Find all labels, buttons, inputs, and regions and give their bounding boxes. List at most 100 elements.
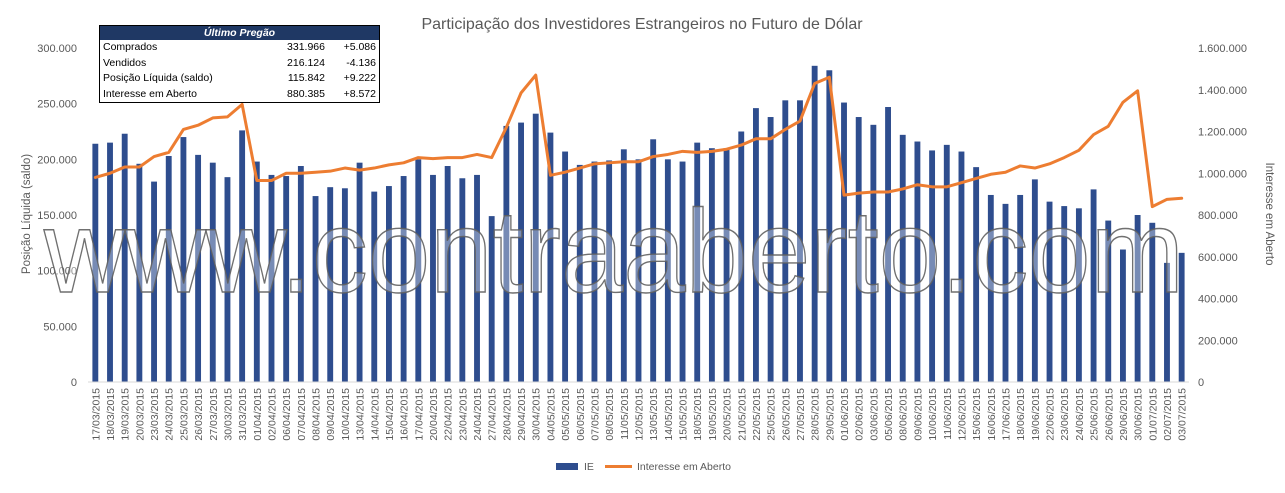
- x-tick-label: 06/05/2015: [575, 388, 587, 441]
- x-tick-label: 16/06/2015: [986, 388, 998, 441]
- bar-ie: [855, 117, 862, 382]
- bar-ie: [914, 141, 921, 382]
- bar-ie: [562, 151, 569, 382]
- x-tick-label: 16/04/2015: [399, 388, 411, 441]
- bar-ie: [576, 164, 583, 382]
- bar-ie: [444, 166, 451, 382]
- bar-ie: [1046, 201, 1053, 382]
- bar-ie: [268, 174, 275, 382]
- legend-label-interesse-em-aberto: Interesse em Aberto: [637, 461, 731, 473]
- x-tick-label: 10/04/2015: [340, 388, 352, 441]
- bar-ie: [297, 166, 304, 382]
- x-tick-label: 24/06/2015: [1074, 388, 1086, 441]
- y-axis-left-label: Posição Líquida (saldo): [21, 154, 33, 274]
- bar-ie: [430, 174, 436, 382]
- last-session-summary-table: Último Pregão Comprados 331.966 +5.086 V…: [99, 25, 380, 103]
- y-right-tick-label: 1.200.000: [1198, 127, 1247, 139]
- bar-ie: [958, 151, 965, 382]
- y-right-tick-label: 1.400.000: [1198, 85, 1247, 97]
- x-tick-label: 28/04/2015: [501, 388, 513, 441]
- chart-legend: IE Interesse em Aberto: [556, 461, 731, 473]
- x-tick-label: 02/06/2015: [854, 388, 866, 441]
- y-left-tick-label: 200.000: [37, 154, 77, 166]
- y-left-tick-label: 0: [71, 377, 77, 389]
- x-tick-label: 19/06/2015: [1030, 388, 1042, 441]
- x-tick-label: 22/04/2015: [443, 388, 455, 441]
- summary-delta: +8.572: [343, 87, 376, 100]
- bar-ie: [650, 139, 657, 382]
- y-right-tick-label: 1.600.000: [1198, 43, 1247, 55]
- x-tick-label: 25/06/2015: [1089, 388, 1101, 441]
- bar-ie: [899, 134, 906, 382]
- x-tick-label: 08/04/2015: [311, 388, 323, 441]
- x-tick-label: 23/04/2015: [457, 388, 469, 441]
- bar-ie: [782, 100, 789, 382]
- bar-ie: [1149, 222, 1156, 382]
- bar-ie: [165, 155, 172, 382]
- y-axis-right-ticks: 0 200.000 400.000 600.000 800.000 1.000.000 1.…: [1198, 43, 1247, 389]
- summary-row-vendidos: Vendidos 216.124 -4.136: [100, 56, 379, 72]
- bar-ie: [753, 108, 759, 383]
- bar-ie: [92, 143, 99, 382]
- x-tick-label: 01/04/2015: [252, 388, 264, 441]
- bar-ie: [195, 154, 202, 382]
- y-axis-left-ticks: 0 50.000 100.000 150.000 200.000 250.000 300.0…: [37, 43, 77, 389]
- bar-ie: [708, 148, 715, 382]
- summary-label: Posição Líquida (saldo): [103, 72, 213, 84]
- x-tick-label: 20/05/2015: [722, 388, 734, 441]
- bar-ie: [811, 65, 818, 382]
- x-tick-label: 15/06/2015: [971, 388, 983, 441]
- x-tick-label: 24/04/2015: [472, 388, 484, 441]
- y-right-tick-label: 200.000: [1198, 335, 1238, 347]
- x-tick-label: 17/03/2015: [90, 388, 102, 441]
- x-tick-label: 27/05/2015: [795, 388, 807, 441]
- summary-row-comprados: Comprados 331.966 +5.086: [100, 40, 379, 56]
- x-tick-label: 09/06/2015: [912, 388, 924, 441]
- x-tick-label: 28/05/2015: [810, 388, 822, 441]
- x-tick-label: 13/04/2015: [355, 388, 367, 441]
- x-tick-label: 05/05/2015: [560, 388, 572, 441]
- bar-ie: [606, 160, 613, 382]
- x-tick-label: 02/07/2015: [1162, 388, 1174, 441]
- bar-ie: [151, 181, 157, 382]
- x-tick-label: 20/03/2015: [134, 388, 146, 441]
- x-tick-label: 23/06/2015: [1059, 388, 1071, 441]
- y-axis-right-label: Interesse em Aberto: [1263, 163, 1275, 266]
- summary-delta: -4.136: [346, 56, 376, 69]
- bar-ie: [943, 144, 950, 382]
- bar-ie: [518, 122, 524, 382]
- bar-ie: [1105, 220, 1112, 382]
- bar-ie: [283, 176, 290, 382]
- x-tick-label: 29/04/2015: [516, 388, 528, 441]
- y-right-tick-label: 800.000: [1198, 210, 1238, 222]
- summary-row-interesse-em-aberto: Interesse em Aberto 880.385 +8.572: [100, 87, 379, 103]
- x-tick-label: 03/07/2015: [1177, 388, 1189, 441]
- x-tick-label: 23/03/2015: [149, 388, 161, 441]
- x-tick-label: 13/05/2015: [648, 388, 660, 441]
- bar-ie: [488, 216, 495, 382]
- x-tick-label: 18/03/2015: [105, 388, 117, 441]
- bar-ie: [885, 107, 891, 382]
- x-tick-label: 15/05/2015: [678, 388, 690, 441]
- bar-ie: [209, 162, 216, 382]
- bar-ie: [341, 188, 348, 382]
- bar-ie: [738, 131, 745, 382]
- x-tick-label: 19/03/2015: [120, 388, 132, 441]
- x-tick-label: 07/04/2015: [296, 388, 308, 441]
- bar-ie: [459, 178, 466, 382]
- bar-ie: [327, 187, 334, 382]
- legend-label-ie: IE: [584, 461, 594, 473]
- bar-ie: [591, 161, 598, 382]
- bar-ie: [239, 130, 246, 382]
- x-tick-label: 03/06/2015: [868, 388, 880, 441]
- bar-ie: [694, 142, 701, 382]
- bar-ie: [386, 186, 392, 382]
- x-tick-label: 12/05/2015: [634, 388, 646, 441]
- x-tick-label: 31/03/2015: [237, 388, 249, 441]
- bar-ie: [664, 159, 671, 382]
- bar-ie: [400, 176, 407, 382]
- x-tick-label: 01/07/2015: [1147, 388, 1159, 441]
- y-left-tick-label: 250.000: [37, 99, 77, 111]
- y-right-tick-label: 1.000.000: [1198, 168, 1247, 180]
